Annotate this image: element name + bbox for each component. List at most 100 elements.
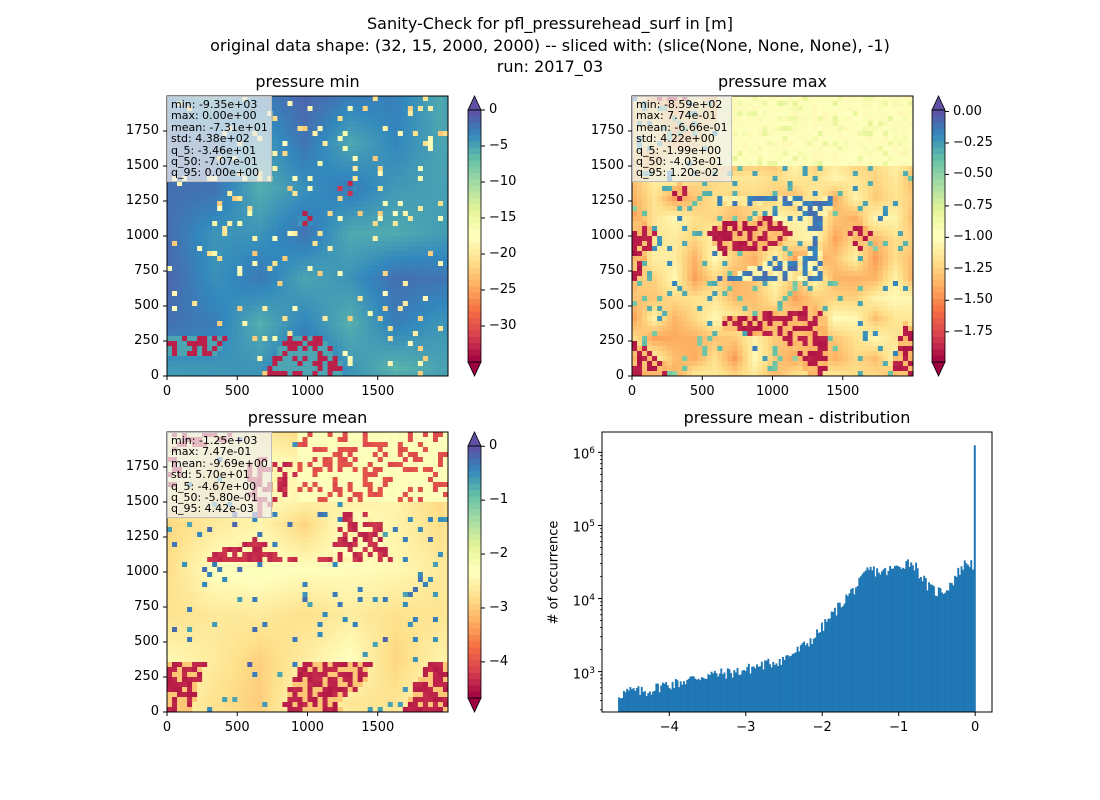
heatmap-cell bbox=[817, 116, 824, 122]
colorbar-segment bbox=[468, 160, 481, 168]
heatmap-cell bbox=[677, 186, 683, 192]
heatmap-cell bbox=[897, 186, 904, 192]
heatmap-cell bbox=[382, 351, 389, 357]
heatmap-cell bbox=[297, 161, 303, 167]
heatmap-cell bbox=[372, 311, 379, 317]
heatmap-cell bbox=[302, 111, 308, 117]
heatmap-cell bbox=[187, 246, 193, 252]
heatmap-cell bbox=[842, 141, 849, 147]
heatmap-cell bbox=[197, 336, 203, 342]
heatmap-cell bbox=[772, 146, 778, 152]
heatmap-cell bbox=[402, 301, 409, 307]
heatmap-cell bbox=[362, 356, 369, 362]
heatmap-cell bbox=[727, 196, 733, 202]
heatmap-cell bbox=[742, 116, 748, 122]
heatmap-cell bbox=[217, 311, 223, 317]
heatmap-cell bbox=[702, 241, 708, 247]
heatmap-cell bbox=[317, 191, 323, 197]
heatmap-cell bbox=[747, 131, 753, 137]
heatmap-cell bbox=[377, 256, 384, 262]
heatmap-cell bbox=[812, 236, 819, 242]
heatmap-cell bbox=[412, 276, 419, 282]
heatmap-cell bbox=[377, 106, 384, 112]
heatmap-cell bbox=[322, 211, 328, 217]
heatmap-cell bbox=[327, 211, 333, 217]
heatmap-cell bbox=[382, 371, 389, 377]
heatmap-cell bbox=[877, 176, 884, 182]
heatmap-cell bbox=[292, 206, 298, 212]
heatmap-cell bbox=[167, 346, 173, 352]
heatmap-cell bbox=[252, 276, 258, 282]
heatmap-cell bbox=[442, 191, 449, 197]
heatmap-cell bbox=[257, 236, 263, 242]
heatmap-cell bbox=[247, 301, 253, 307]
heatmap-cell bbox=[312, 106, 318, 112]
heatmap-cell bbox=[302, 216, 308, 222]
heatmap-cell bbox=[322, 206, 328, 212]
heatmap-cell bbox=[897, 231, 904, 237]
heatmap-cell bbox=[307, 181, 313, 187]
heatmap-cell bbox=[342, 196, 349, 202]
heatmap-cell bbox=[907, 231, 914, 237]
heatmap-cell bbox=[362, 316, 369, 322]
heatmap-cell bbox=[797, 96, 804, 102]
heatmap-cell bbox=[272, 151, 278, 157]
colorbar-segment bbox=[468, 173, 481, 180]
heatmap-cell bbox=[172, 341, 178, 347]
heatmap-cell bbox=[827, 251, 834, 257]
heatmap-cell bbox=[902, 241, 909, 247]
heatmap-cell bbox=[872, 236, 879, 242]
heatmap-cell bbox=[772, 221, 778, 227]
heatmap-cell bbox=[377, 201, 384, 207]
heatmap-cell bbox=[377, 221, 384, 227]
heatmap-cell bbox=[287, 211, 293, 217]
heatmap-cell bbox=[292, 261, 298, 267]
heatmap-cell bbox=[412, 126, 419, 132]
heatmap-cell bbox=[297, 351, 303, 357]
heatmap-cell bbox=[327, 96, 333, 102]
heatmap-cell bbox=[637, 226, 643, 232]
heatmap-cell bbox=[372, 216, 379, 222]
heatmap-cell bbox=[267, 351, 273, 357]
heatmap-cell bbox=[302, 161, 308, 167]
heatmap-cell bbox=[307, 166, 313, 172]
heatmap-cell bbox=[272, 236, 278, 242]
heatmap-cell bbox=[797, 196, 804, 202]
heatmap-cell bbox=[332, 256, 339, 262]
heatmap-cell bbox=[222, 316, 228, 322]
heatmap-cell bbox=[807, 246, 814, 252]
heatmap-cell bbox=[837, 166, 844, 172]
heatmap-cell bbox=[197, 241, 203, 247]
heatmap-cell bbox=[207, 241, 213, 247]
heatmap-cell bbox=[262, 201, 268, 207]
heatmap-cell bbox=[782, 156, 788, 162]
heatmap-cell bbox=[417, 271, 424, 277]
heatmap-cell bbox=[757, 221, 763, 227]
heatmap-cell bbox=[902, 226, 909, 232]
heatmap-cell bbox=[837, 231, 844, 237]
heatmap-cell bbox=[222, 246, 228, 252]
heatmap-cell bbox=[832, 106, 839, 112]
heatmap-cell bbox=[407, 151, 414, 157]
heatmap-cell bbox=[907, 126, 914, 132]
heatmap-cell bbox=[302, 311, 308, 317]
heatmap-cell bbox=[737, 106, 743, 112]
heatmap-cell bbox=[217, 256, 223, 262]
heatmap-cell bbox=[732, 136, 738, 142]
heatmap-cell bbox=[337, 206, 344, 212]
heatmap-cell bbox=[862, 116, 869, 122]
heatmap-cell bbox=[852, 156, 859, 162]
heatmap-cell bbox=[867, 126, 874, 132]
heatmap-cell bbox=[267, 326, 273, 332]
heatmap-cell bbox=[887, 151, 894, 157]
heatmap-cell bbox=[887, 116, 894, 122]
heatmap-cell bbox=[352, 246, 359, 252]
heatmap-cell bbox=[802, 221, 809, 227]
heatmap-cell bbox=[377, 231, 384, 237]
heatmap-cell bbox=[692, 231, 698, 237]
heatmap-cell bbox=[852, 241, 859, 247]
heatmap-cell bbox=[732, 251, 738, 257]
heatmap-cell bbox=[822, 241, 829, 247]
heatmap-cell bbox=[752, 196, 758, 202]
heatmap-cell bbox=[887, 136, 894, 142]
